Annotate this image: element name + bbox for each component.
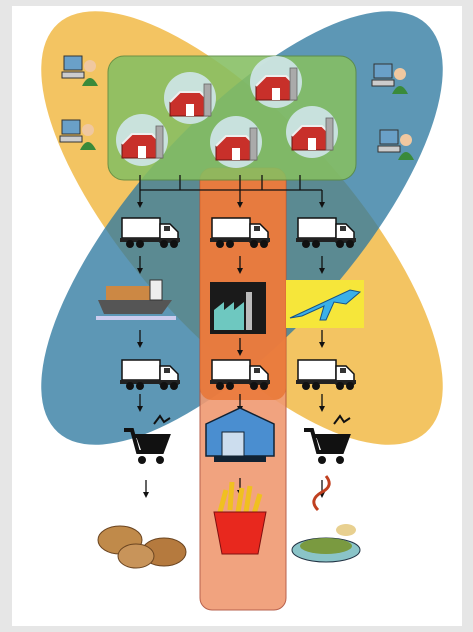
page <box>0 0 473 632</box>
diagram <box>0 0 473 632</box>
plane <box>286 280 364 328</box>
factory <box>210 282 266 334</box>
